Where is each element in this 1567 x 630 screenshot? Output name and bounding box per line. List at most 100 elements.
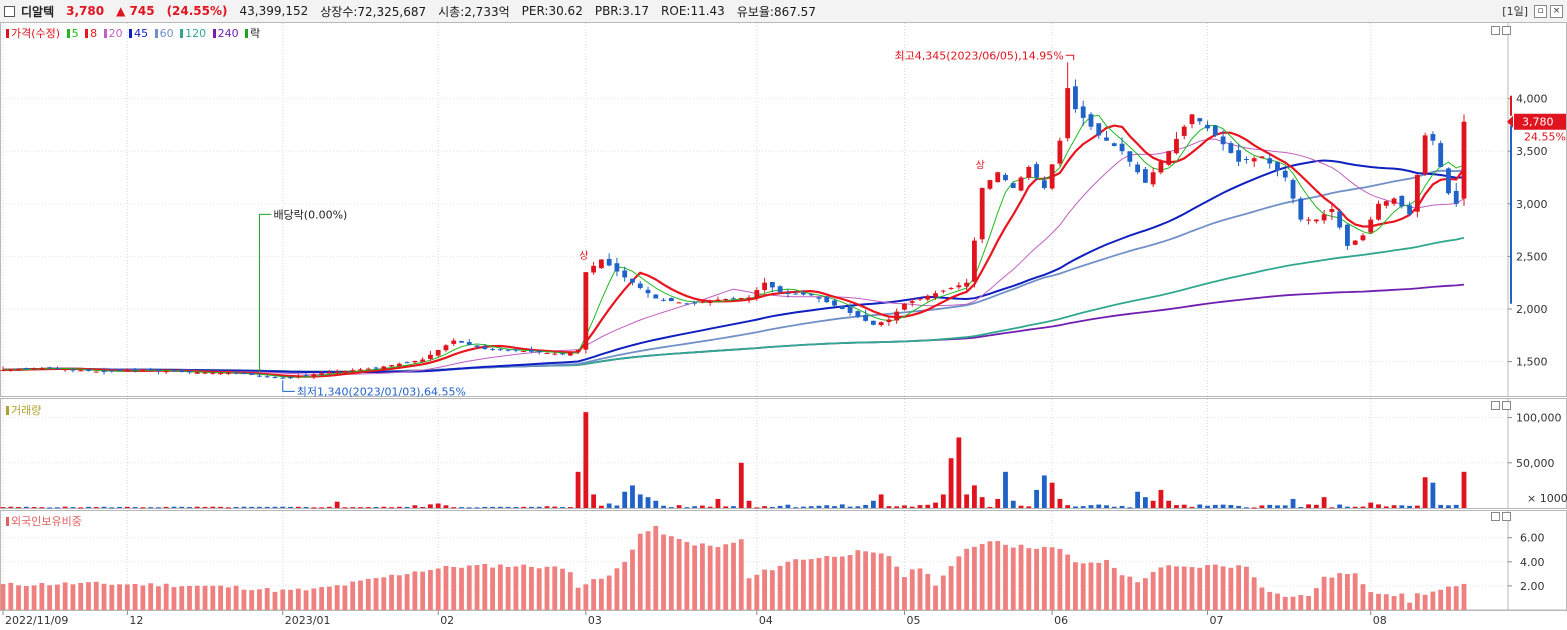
close-icon[interactable]: × <box>1550 4 1563 18</box>
foreign-ratio-bar-132 <box>1026 548 1032 610</box>
dividend-marker-line <box>258 213 272 373</box>
candle-3 <box>23 367 29 371</box>
price-panel-close-icon[interactable] <box>1502 26 1511 35</box>
volume-bar-9 <box>70 507 76 509</box>
volume-bar-103 <box>801 506 806 508</box>
candle-13 <box>101 367 107 375</box>
period-selector[interactable]: [1일] <box>1502 5 1528 18</box>
foreign-ratio-bar-14 <box>109 584 115 610</box>
candle-139 <box>1080 100 1086 126</box>
candle-body-105 <box>816 297 822 299</box>
candle-body-56 <box>435 350 441 356</box>
volume-bar-118 <box>917 505 923 508</box>
candle-62 <box>482 344 488 350</box>
candle-body-117 <box>909 301 915 303</box>
candle-123 <box>956 282 962 290</box>
candle-body-60 <box>466 342 472 345</box>
foreign-ratio-bar-83 <box>645 531 651 610</box>
foreign-ratio-bar-148 <box>1150 571 1156 610</box>
legend-ma60[interactable]: 60 <box>154 27 174 40</box>
foreign-ratio-bar-146 <box>1135 582 1141 610</box>
legend-ma20[interactable]: 20 <box>103 27 123 40</box>
volume-bar-47 <box>365 507 371 509</box>
volume-bar-35 <box>272 506 278 508</box>
candle-100 <box>777 285 783 294</box>
foreign-ratio-bar-95 <box>738 539 744 610</box>
candle-body-165 <box>1282 170 1288 178</box>
legend-ex-mark[interactable]: 락 <box>245 27 260 40</box>
foreign-ratio-bar-45 <box>350 581 356 610</box>
candle-86 <box>668 297 674 302</box>
select-checkbox[interactable] <box>4 5 15 17</box>
candle-body-160 <box>1243 159 1249 161</box>
volume-bar-23 <box>179 506 185 508</box>
candle-body-126 <box>979 188 985 240</box>
low-annotation-arrow <box>282 380 295 392</box>
candle-body-121 <box>940 290 946 292</box>
legend-ma120[interactable]: 120 <box>180 27 206 40</box>
limit-up-mark-1: 상 <box>973 159 985 169</box>
foreign-ratio-bar-134 <box>1041 546 1047 610</box>
foreign-ratio-bar-2 <box>16 585 21 610</box>
foreign-ratio-bar-82 <box>637 533 643 610</box>
volume-bar-48 <box>373 506 379 508</box>
foreign-ratio-bar-64 <box>497 564 503 610</box>
candle-body-46 <box>358 369 363 371</box>
candle-125 <box>972 237 977 288</box>
volume-bar-16 <box>124 506 130 508</box>
foreign-ratio-bar-184 <box>1430 591 1436 610</box>
volume-bar-50 <box>389 507 394 509</box>
foreign-panel-maximize-icon[interactable] <box>1491 512 1500 521</box>
foreign-ratio-bar-73 <box>567 572 573 610</box>
candle-41 <box>319 370 325 377</box>
volume-bar-30 <box>233 506 239 508</box>
candle-body-73 <box>567 352 573 356</box>
volume-bar-5 <box>39 507 45 509</box>
candle-31 <box>241 372 247 375</box>
volume-bar-77 <box>598 505 604 508</box>
volume-bar-102 <box>793 507 799 509</box>
foreign-ratio-bar-1 <box>8 582 14 610</box>
candle-body-182 <box>1414 174 1420 212</box>
candle-body-82 <box>637 283 643 288</box>
stock-name[interactable]: 디알텍 <box>21 4 55 19</box>
volume-panel-maximize-icon[interactable] <box>1491 401 1500 410</box>
volume-bar-112 <box>870 500 876 508</box>
legend-price[interactable]: 가격(수정) <box>6 27 60 40</box>
candle-112 <box>870 320 876 326</box>
volume-bar-26 <box>202 506 208 508</box>
legend-ma8[interactable]: 8 <box>85 27 97 40</box>
foreign-ratio-bar-80 <box>622 561 628 610</box>
maximize-icon[interactable]: ▫ <box>1534 4 1547 18</box>
candle-75 <box>583 271 589 354</box>
candle-155 <box>1205 120 1210 132</box>
per-value: PER:30.62 <box>521 4 583 18</box>
candle-body-22 <box>171 370 177 372</box>
candle-body-139 <box>1080 106 1086 118</box>
foreign-ratio-bar-96 <box>746 578 752 610</box>
candle-93 <box>723 298 729 303</box>
foreign-ratio-bar-55 <box>428 570 433 610</box>
candle-body-107 <box>832 300 837 306</box>
legend-ma5[interactable]: 5 <box>66 27 79 40</box>
candle-61 <box>474 345 480 349</box>
foreign-ratio-bar-157 <box>1220 566 1226 610</box>
price-panel-maximize-icon[interactable] <box>1491 26 1500 35</box>
candle-body-0 <box>0 370 6 372</box>
candle-body-131 <box>1018 177 1024 191</box>
x-tick-label-7: 06 <box>1054 614 1068 627</box>
candle-27 <box>210 371 216 375</box>
candle-body-10 <box>78 370 84 372</box>
legend-ma240[interactable]: 240 <box>212 27 239 40</box>
volume-bar-1 <box>8 506 14 508</box>
candle-120 <box>933 290 938 300</box>
foreign-panel-close-icon[interactable] <box>1502 512 1511 521</box>
volume-bar-81 <box>630 485 635 508</box>
volume-bar-44 <box>342 507 348 509</box>
foreign-ratio-bar-168 <box>1306 595 1311 610</box>
foreign-ratio-bar-188 <box>1461 583 1467 610</box>
legend-ma45[interactable]: 45 <box>129 27 148 40</box>
foreign-ratio-bar-170 <box>1321 576 1327 610</box>
volume-panel-close-icon[interactable] <box>1502 401 1511 410</box>
